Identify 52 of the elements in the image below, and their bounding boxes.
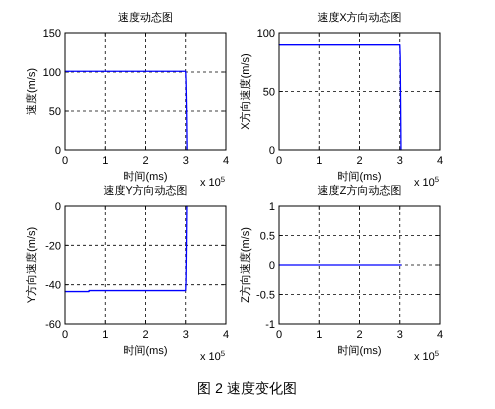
chart-title: 速度动态图 <box>118 11 173 24</box>
y-tick-label: 50 <box>262 86 275 98</box>
y-tick-label: 0.5 <box>260 230 275 242</box>
y-tick-label: 0 <box>54 201 61 213</box>
text: x 10$^{5}$ <box>414 174 440 189</box>
x-tick-label: 1 <box>102 155 108 167</box>
y-axis-title: X方向速度(m/s) <box>239 53 252 130</box>
y-tick-label: -0.5 <box>256 290 275 302</box>
x-axis-title: 时间(ms) <box>124 344 168 357</box>
y-tick-label: -1 <box>265 319 275 331</box>
y-tick-label: 1 <box>268 201 275 213</box>
text: x 10$^{5}$ <box>200 348 226 363</box>
y-axis-title: Y方向速度(m/s) <box>25 226 38 304</box>
text: x 10$^{5}$ <box>414 348 440 363</box>
y-tick-label: 0 <box>54 145 61 157</box>
y-axis-title: 速度(m/s) <box>25 68 38 116</box>
x-tick-label: 3 <box>182 329 189 341</box>
x-tick-label: 2 <box>356 155 363 167</box>
y-tick-label: -60 <box>45 319 61 331</box>
x-tick-label: 1 <box>316 329 322 341</box>
y-tick-label: 0 <box>268 260 275 272</box>
y-tick-label: -20 <box>45 240 61 252</box>
x-tick-label: 3 <box>396 329 403 341</box>
x-tick-label: 4 <box>436 329 444 341</box>
text: x 10$^{5}$ <box>200 174 226 189</box>
x-tick-label: 3 <box>182 155 189 167</box>
x-tick-label: 3 <box>396 155 403 167</box>
x-tick-label: 2 <box>142 155 149 167</box>
x-tick-label: 4 <box>222 155 230 167</box>
x-tick-label: 4 <box>436 155 444 167</box>
x-tick-label: 1 <box>316 155 322 167</box>
x-axis-title: 时间(ms) <box>338 344 382 357</box>
y-tick-label: -40 <box>45 280 61 292</box>
x-tick-label: 2 <box>356 329 363 341</box>
x-tick-label: 2 <box>142 329 149 341</box>
line-series <box>278 44 402 151</box>
line-series <box>64 205 188 292</box>
chart-title: 速度Z方向动态图 <box>318 184 402 197</box>
y-axis-title: Z方向速度(m/s) <box>239 227 252 303</box>
y-tick-label: 100 <box>256 28 275 40</box>
x-axis-title: 时间(ms) <box>124 170 168 183</box>
y-tick-label: 100 <box>42 67 61 79</box>
y-tick-label: 150 <box>42 28 61 40</box>
y-tick-label: 0 <box>268 145 275 157</box>
chart-title: 速度X方向动态图 <box>317 11 402 24</box>
caption: 图 2 速度变化图 <box>197 380 297 396</box>
y-tick-label: 50 <box>48 106 61 118</box>
x-tick-label: 4 <box>222 329 230 341</box>
chart-title: 速度Y方向动态图 <box>103 184 188 197</box>
x-tick-label: 1 <box>102 329 108 341</box>
line-series <box>64 70 188 151</box>
x-axis-title: 时间(ms) <box>338 170 382 183</box>
